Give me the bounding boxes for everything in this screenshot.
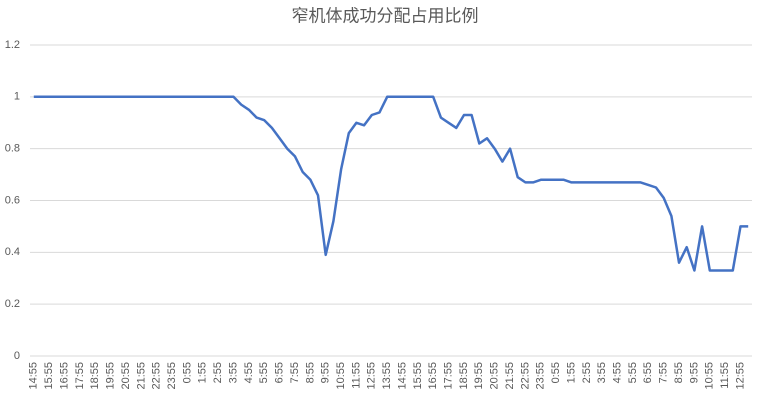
x-tick-label: 6:55 bbox=[274, 362, 286, 383]
y-tick-label: 0.2 bbox=[5, 298, 20, 310]
data-line bbox=[33, 95, 749, 272]
x-tick-label: 2:55 bbox=[581, 362, 593, 383]
x-tick-label: 22:55 bbox=[151, 362, 163, 390]
x-tick-label: 18:55 bbox=[458, 362, 470, 390]
x-tick-label: 21:55 bbox=[504, 362, 516, 390]
x-tick-label: 21:55 bbox=[135, 362, 147, 390]
x-tick-label: 20:55 bbox=[489, 362, 501, 390]
x-tick-label: 10:55 bbox=[704, 362, 716, 390]
x-tick-label: 17:55 bbox=[74, 362, 86, 390]
x-tick-label: 23:55 bbox=[166, 362, 178, 390]
x-tick-label: 5:55 bbox=[627, 362, 639, 383]
y-tick-label: 1.2 bbox=[5, 39, 20, 51]
x-tick-label: 13:55 bbox=[381, 362, 393, 390]
x-tick-label: 14:55 bbox=[396, 362, 408, 390]
x-tick-label: 20:55 bbox=[120, 362, 132, 390]
x-tick-label: 0:55 bbox=[181, 362, 193, 383]
x-tick-label: 12:55 bbox=[366, 362, 378, 390]
x-tick-label: 2:55 bbox=[212, 362, 224, 383]
x-tick-label: 11:55 bbox=[719, 362, 731, 389]
x-tick-label: 4:55 bbox=[611, 362, 623, 383]
x-tick-label: 19:55 bbox=[105, 362, 117, 390]
x-tick-label: 15:55 bbox=[412, 362, 424, 390]
x-tick-label: 4:55 bbox=[243, 362, 255, 383]
x-tick-label: 10:55 bbox=[335, 362, 347, 390]
x-tick-label: 16:55 bbox=[427, 362, 439, 390]
x-tick-label: 8:55 bbox=[304, 362, 316, 383]
x-tick-label: 8:55 bbox=[673, 362, 685, 383]
y-tick-label: 0.6 bbox=[5, 194, 20, 206]
x-tick-label: 12:55 bbox=[734, 362, 746, 390]
x-tick-label: 19:55 bbox=[473, 362, 485, 390]
x-tick-label: 1:55 bbox=[197, 362, 209, 383]
x-tick-label: 3:55 bbox=[227, 362, 239, 383]
x-tick-label: 3:55 bbox=[596, 362, 608, 383]
x-tick-label: 9:55 bbox=[320, 362, 332, 383]
x-tick-label: 22:55 bbox=[519, 362, 531, 390]
x-tick-label: 23:55 bbox=[535, 362, 547, 390]
x-tick-label: 0:55 bbox=[550, 362, 562, 383]
x-tick-label: 14:55 bbox=[28, 362, 40, 390]
x-tick-label: 5:55 bbox=[258, 362, 270, 383]
x-tick-label: 15:55 bbox=[43, 362, 55, 390]
x-tick-label: 18:55 bbox=[89, 362, 101, 390]
x-tick-label: 7:55 bbox=[658, 362, 670, 383]
y-tick-label: 0 bbox=[14, 350, 20, 362]
x-tick-label: 9:55 bbox=[688, 362, 700, 383]
x-tick-label: 1:55 bbox=[565, 362, 577, 383]
x-tick-label: 6:55 bbox=[642, 362, 654, 383]
y-tick-label: 0.8 bbox=[5, 143, 20, 155]
y-tick-label: 0.4 bbox=[5, 246, 20, 258]
x-tick-label: 16:55 bbox=[58, 362, 70, 390]
x-tick-label: 11:55 bbox=[350, 362, 362, 389]
chart-title: 窄机体成功分配占用比例 bbox=[292, 6, 479, 25]
x-tick-label: 17:55 bbox=[443, 362, 455, 390]
y-tick-label: 1 bbox=[14, 91, 20, 103]
x-tick-label: 7:55 bbox=[289, 362, 301, 383]
